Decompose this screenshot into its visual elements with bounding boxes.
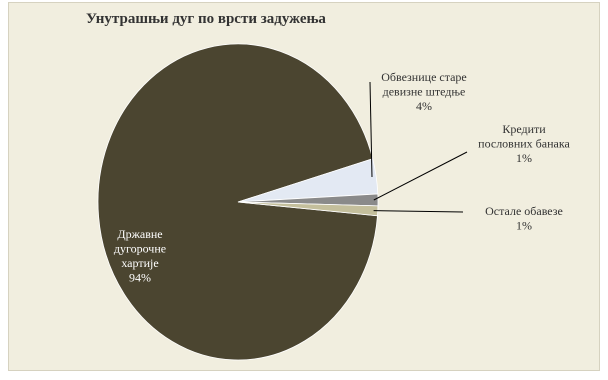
slice-label: Остале обавезе 1% xyxy=(485,204,563,233)
slice-label: Државне дугорочне хартије 94% xyxy=(114,227,166,285)
chart-title: Унутрашњи дуг по врсти задужења xyxy=(86,11,326,27)
slice-label: Кредити пословних банака 1% xyxy=(478,122,570,165)
leader-line xyxy=(373,151,468,201)
leader-line xyxy=(369,81,373,178)
leader-line xyxy=(373,210,464,213)
pie-slice xyxy=(97,43,378,361)
slice-label: Обвезнице старе девизне штедње 4% xyxy=(381,70,467,113)
